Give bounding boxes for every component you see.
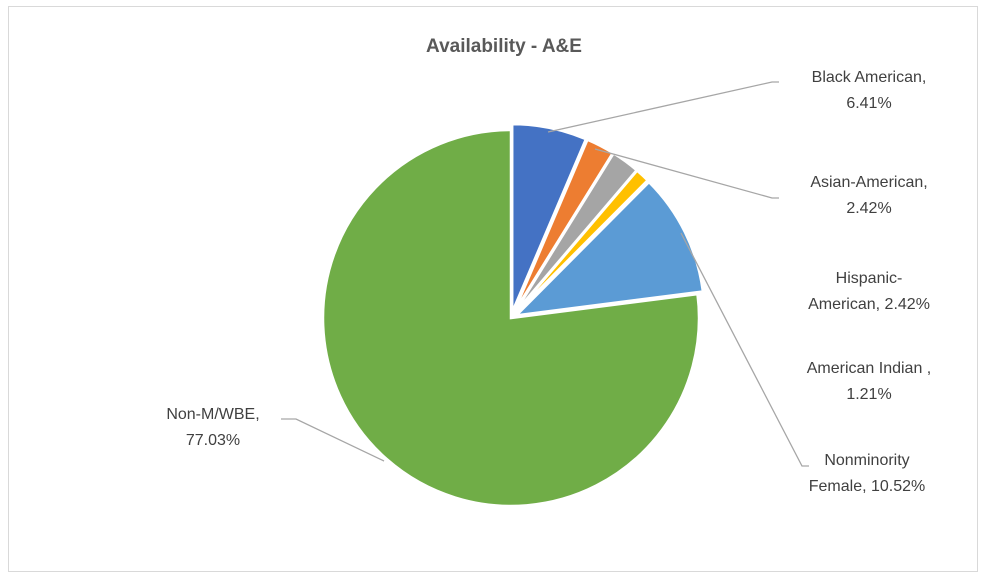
- chart-area: Availability - A&E Black American, 6.41% A…: [8, 6, 978, 572]
- data-label-nonminority-female: Nonminority Female, 10.52%: [809, 452, 926, 495]
- leader-line: [594, 148, 779, 199]
- pie-slice-american-indian: [514, 168, 650, 315]
- pie-slice-non-m-wbe: [321, 128, 701, 508]
- pie-slice-black-american: [510, 122, 588, 313]
- pie-chart: Availability - A&E Black American, 6.41% A…: [166, 36, 932, 508]
- data-label-hispanic-american: Hispanic-American, 2.42%: [808, 270, 930, 313]
- pie-slice-nonminority-female: [512, 180, 705, 318]
- data-label-asian-american: Asian-American, 2.42%: [810, 174, 927, 217]
- leader-line: [547, 81, 779, 133]
- leader-line: [680, 232, 809, 467]
- chart-title: Availability - A&E: [426, 36, 582, 57]
- data-label-non-m-wbe: Non-M/WBE, 77.03%: [166, 406, 259, 449]
- data-label-black-american: Black American, 6.41%: [812, 69, 927, 112]
- data-label-american-indian: American Indian , 1.21%: [807, 360, 932, 403]
- leader-line: [281, 418, 385, 462]
